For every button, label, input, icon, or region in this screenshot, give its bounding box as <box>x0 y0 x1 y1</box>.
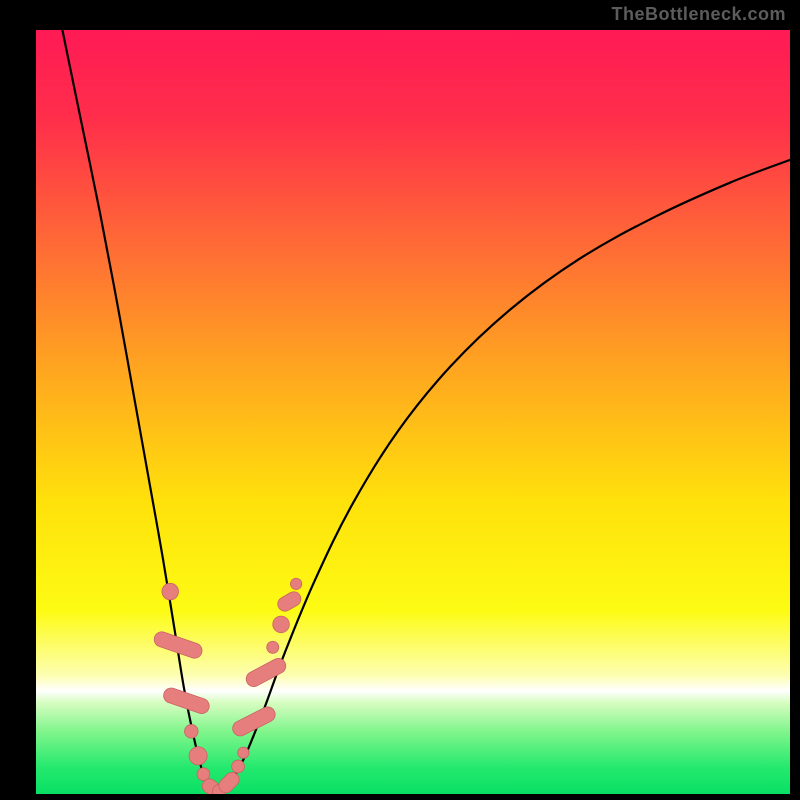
data-marker <box>244 656 289 689</box>
data-marker <box>273 616 290 633</box>
chart-canvas: TheBottleneck.com <box>0 0 800 800</box>
data-marker <box>162 686 212 716</box>
data-marker <box>238 747 249 758</box>
watermark-text: TheBottleneck.com <box>611 4 786 25</box>
curve-left <box>62 30 217 794</box>
plot-area <box>36 30 790 794</box>
curves-layer <box>36 30 790 794</box>
data-marker <box>267 641 279 653</box>
data-marker <box>162 583 179 600</box>
data-marker <box>232 760 245 773</box>
data-marker <box>290 578 301 589</box>
data-marker <box>189 747 207 765</box>
curve-right <box>217 160 790 794</box>
data-marker <box>185 725 199 739</box>
data-marker <box>275 589 303 614</box>
marker-group <box>152 578 303 794</box>
